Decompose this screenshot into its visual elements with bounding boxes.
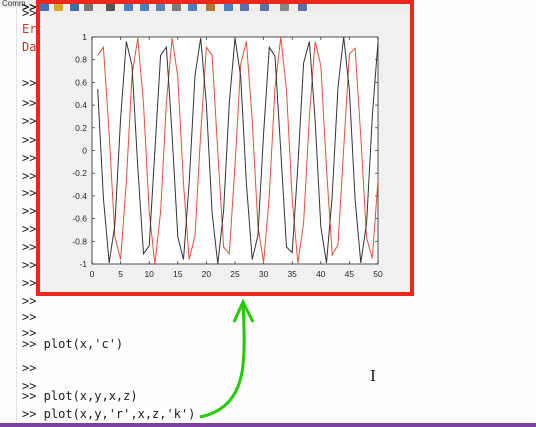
prompt-line: >> <box>22 204 37 218</box>
figure-toolbar[interactable] <box>40 4 410 12</box>
prompt-line: >> <box>22 310 37 324</box>
prompt-line: >> <box>22 240 37 254</box>
y-tick-label: 0.4 <box>75 100 87 110</box>
command-line: >> plot(x,y,'r',x,z,'k') <box>22 407 196 421</box>
error-line: Da <box>22 40 37 54</box>
prompt-line: >> <box>22 361 37 375</box>
command-window-title: Comm <box>0 0 42 8</box>
prompt-line: >> <box>22 114 37 128</box>
y-tick-label: -1 <box>79 259 87 269</box>
zoom-in-icon[interactable] <box>124 4 133 11</box>
x-tick-label: 40 <box>316 269 326 279</box>
y-tick-label: 0.2 <box>75 123 87 133</box>
error-line: Er <box>22 22 37 36</box>
x-tick-label: 15 <box>173 269 183 279</box>
x-tick-label: 50 <box>373 269 383 279</box>
x-tick-label: 0 <box>90 269 95 279</box>
y-tick-label: 0.6 <box>75 77 87 87</box>
prompt-line: >> <box>22 169 37 183</box>
colorbar-icon[interactable] <box>240 4 249 11</box>
x-tick-label: 30 <box>259 269 269 279</box>
y-tick-label: 0.8 <box>75 55 87 65</box>
x-tick-label: 10 <box>144 269 154 279</box>
y-tick-label: -0.4 <box>72 191 87 201</box>
y-tick-label: -0.2 <box>72 168 87 178</box>
pointer-icon[interactable] <box>106 4 115 11</box>
x-tick-label: 20 <box>202 269 212 279</box>
pan-icon[interactable] <box>172 4 181 11</box>
plot-area[interactable]: 0 5 10 15 20 25 30 35 40 45 50 1 0.8 0.6 0.4 0.2 0 -0.2 -0… <box>40 12 410 292</box>
figure-window[interactable]: 0 5 10 15 20 25 30 35 40 45 50 1 0.8 0.6 0.4 0.2 0 -0.2 -0… <box>36 0 414 296</box>
x-tick-label: 25 <box>230 269 240 279</box>
rotate-icon[interactable] <box>156 4 165 11</box>
prompt-line: >> <box>22 186 37 200</box>
y-tick-label: -0.8 <box>72 236 87 246</box>
prompt-line: >> <box>22 6 37 20</box>
y-tick-label: 0 <box>82 146 87 156</box>
x-tick-label: 35 <box>287 269 297 279</box>
series-line-y <box>97 36 379 265</box>
prompt-line: >> <box>22 294 37 308</box>
hide-tools-icon[interactable] <box>280 4 289 11</box>
y-tick-label: -0.6 <box>72 214 87 224</box>
prompt-line: >> <box>22 326 37 340</box>
legend-icon[interactable] <box>260 4 269 11</box>
prompt-line: >> <box>22 258 37 272</box>
command-line: >> plot(x,y,x,z) <box>22 389 138 403</box>
y-tick-label: 1 <box>82 32 87 42</box>
text-cursor-icon: I <box>370 367 376 385</box>
open-icon[interactable] <box>54 4 63 11</box>
prompt-line: >> <box>22 0 37 14</box>
brush-icon[interactable] <box>206 4 215 11</box>
command-window-gutter <box>0 8 17 423</box>
dock-icon[interactable] <box>298 4 307 11</box>
status-bar <box>0 423 536 427</box>
prompt-line: >> <box>22 0 37 14</box>
prompt-line: >> <box>22 222 37 236</box>
prompt-line: >> <box>22 379 37 393</box>
prompt-line: >> <box>22 0 37 14</box>
link-icon[interactable] <box>224 4 233 11</box>
prompt-line: >> <box>22 151 37 165</box>
prompt-line: >> <box>22 76 37 90</box>
prompt-line: >> <box>22 276 37 290</box>
prompt-line: >> <box>22 133 37 147</box>
new-file-icon[interactable] <box>40 4 49 11</box>
x-tick-label: 5 <box>118 269 123 279</box>
series-line-z <box>97 36 379 265</box>
prompt-line: >> <box>22 0 37 14</box>
save-icon[interactable] <box>70 4 79 11</box>
command-line: >> plot(x,'c') <box>22 337 124 351</box>
data-cursor-icon[interactable] <box>188 4 197 11</box>
print-icon[interactable] <box>84 4 93 11</box>
prompt-line: >> <box>22 96 37 110</box>
x-tick-label: 45 <box>345 269 355 279</box>
zoom-out-icon[interactable] <box>140 4 149 11</box>
